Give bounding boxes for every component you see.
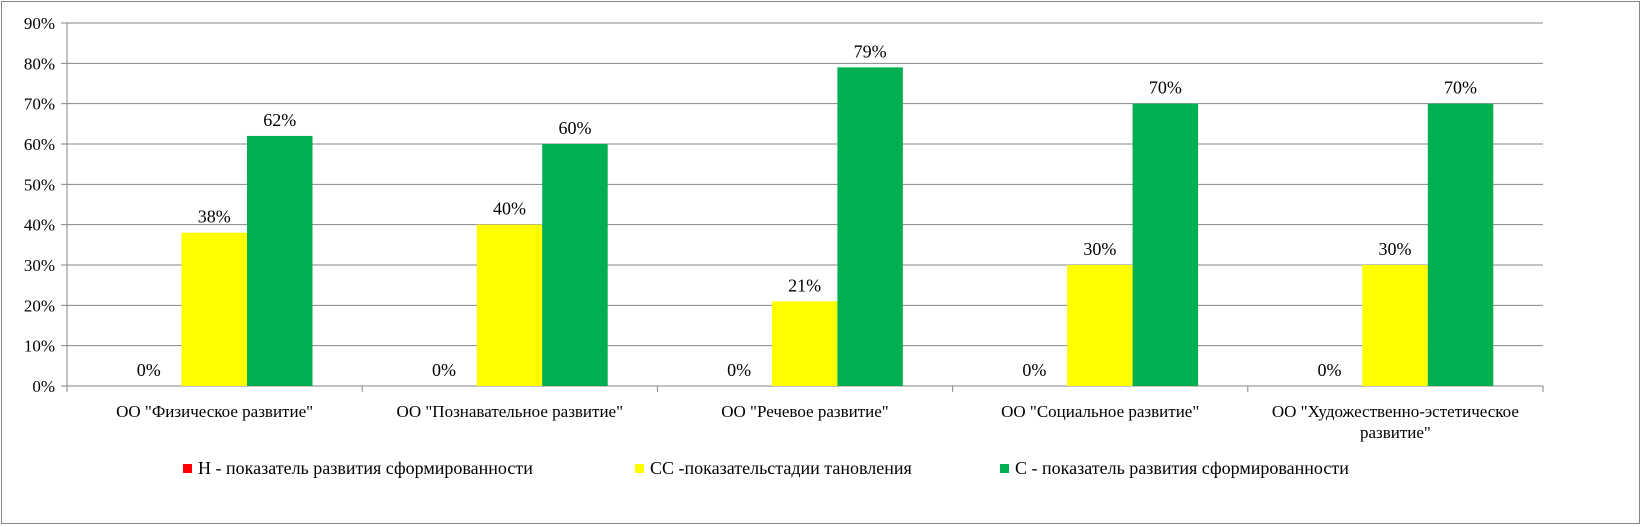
- data-label: 60%: [558, 118, 591, 138]
- category-label: ОО "Познавательное развитие": [397, 402, 624, 421]
- bar-2: [476, 224, 543, 386]
- bar-3: [1132, 103, 1199, 387]
- data-label: 38%: [198, 207, 231, 227]
- legend-label: С - показатель развития сформированности: [1015, 458, 1349, 478]
- data-label: 40%: [493, 199, 526, 219]
- y-tick-label: 40%: [24, 216, 55, 235]
- category-label: развитие": [1360, 423, 1431, 442]
- data-label: 0%: [727, 360, 751, 380]
- legend-swatch: [183, 464, 192, 473]
- data-label: 62%: [263, 110, 296, 130]
- data-label: 30%: [1379, 239, 1412, 259]
- category-label: ОО "Художественно-эстетическое: [1272, 402, 1519, 421]
- legend-label: Н - показатель развития сформированности: [198, 458, 533, 478]
- y-tick-label: 60%: [24, 135, 55, 154]
- bar-2: [1067, 265, 1133, 386]
- y-tick-label: 90%: [24, 14, 55, 33]
- category-label: ОО "Речевое развитие": [721, 402, 889, 421]
- legend-swatch: [635, 464, 644, 473]
- data-label: 0%: [137, 360, 161, 380]
- data-label: 21%: [788, 275, 821, 295]
- bar-2: [771, 301, 838, 386]
- bar-3: [837, 67, 903, 386]
- category-label: ОО "Физическое развитие": [116, 402, 313, 421]
- bar-2: [181, 232, 247, 386]
- category-label: ОО "Социальное развитие": [1001, 402, 1199, 421]
- y-tick-label: 30%: [24, 256, 55, 275]
- data-label: 0%: [432, 360, 456, 380]
- bar-3: [1427, 103, 1494, 387]
- data-label: 70%: [1444, 78, 1477, 98]
- legend-swatch: [1000, 464, 1009, 473]
- y-tick-label: 50%: [24, 175, 55, 194]
- y-tick-label: 80%: [24, 54, 55, 73]
- y-tick-label: 10%: [24, 337, 55, 356]
- data-label: 70%: [1149, 78, 1182, 98]
- bar-2: [1362, 265, 1428, 386]
- y-tick-label: 70%: [24, 95, 55, 114]
- y-tick-label: 0%: [32, 377, 55, 396]
- y-tick-label: 20%: [24, 296, 55, 315]
- bar-3: [542, 144, 608, 386]
- bar-3: [247, 135, 313, 386]
- data-label: 0%: [1022, 360, 1046, 380]
- data-label: 0%: [1318, 360, 1342, 380]
- legend-label: СС -показательстадии тановления: [650, 458, 912, 478]
- data-label: 30%: [1083, 239, 1116, 259]
- data-label: 79%: [854, 41, 887, 61]
